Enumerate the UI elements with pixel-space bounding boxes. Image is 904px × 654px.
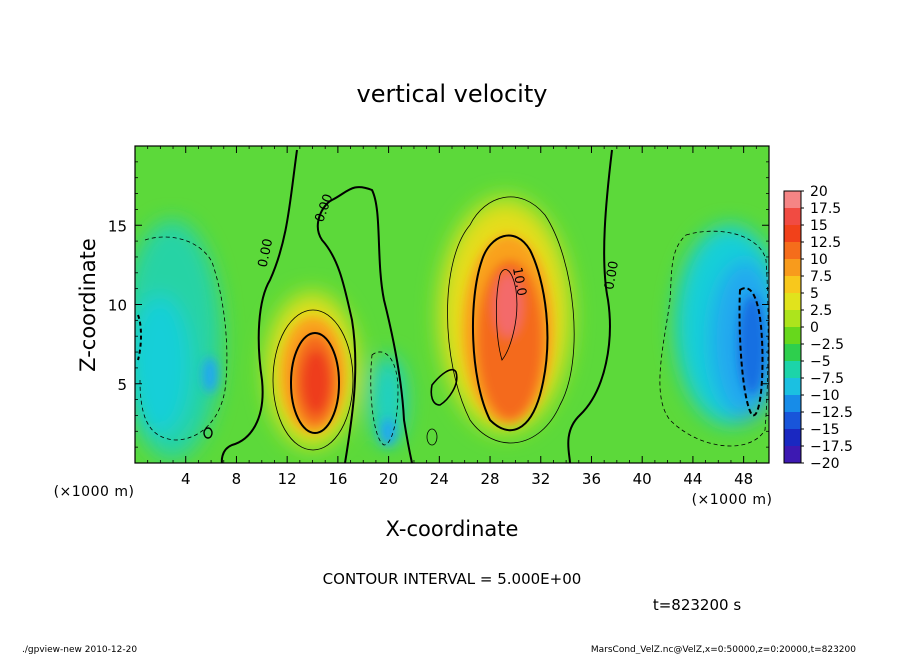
mid-downdraft-region: [370, 355, 406, 445]
x-tick-label: 40: [633, 470, 652, 488]
colorbar-band: [784, 446, 801, 464]
x-tick-label: 24: [430, 470, 449, 488]
colorbar-band: [784, 429, 801, 447]
contour-label: 0.00: [602, 260, 622, 291]
x-tick-label: 20: [379, 470, 398, 488]
small-contour-a: [430, 368, 458, 406]
colorbar-band: [784, 225, 801, 243]
neg-contour-left: [139, 236, 228, 441]
zero-contour-2: [316, 186, 413, 463]
edge-contour-left: [137, 314, 142, 361]
contour-lines: [137, 149, 769, 463]
contour-5-left: [272, 309, 354, 451]
colorbar-label: −5: [810, 354, 831, 370]
colorbar-band: [784, 327, 801, 345]
colorbar-label: −20: [810, 456, 840, 472]
footer-left: ./gpview-new 2010-12-20: [22, 645, 137, 654]
colorbar-label: −10: [810, 388, 840, 404]
left-downdraft-core: [135, 295, 190, 435]
colorbar-label: 7.5: [810, 269, 832, 285]
contour-15-right: [495, 269, 518, 361]
x-tick-labels: 4 8 12 16 20 24 28 32 36 40 44 48: [181, 470, 753, 488]
x-tick-label: 36: [582, 470, 601, 488]
y-tick-labels: 5 10 15: [108, 217, 127, 394]
x-tick-label: 4: [181, 470, 191, 488]
colorbar-label: 2.5: [810, 303, 832, 319]
left-updraft-peak: [302, 350, 330, 414]
contour-interval: CONTOUR INTERVAL = 5.000E+00: [323, 570, 582, 588]
x-tick-label: 8: [232, 470, 242, 488]
colorbar-band: [784, 310, 801, 328]
x-axis-label: X-coordinate: [386, 517, 519, 541]
right-updraft-core: [477, 260, 543, 420]
x-tick-label: 32: [531, 470, 550, 488]
colorbar-label: 17.5: [810, 201, 841, 217]
mid-downdraft-peak: [380, 418, 396, 446]
right-downdraft-peak: [738, 295, 766, 395]
colorbar-band: [784, 344, 801, 362]
neg-contour-right-strong: [738, 287, 764, 417]
left-downdraft-peak: [202, 357, 218, 393]
contour-5-right: [447, 196, 575, 444]
colorbar-label: −17.5: [810, 439, 853, 455]
core-regions: [202, 235, 766, 446]
contour-10-left: [290, 332, 340, 434]
colorbar-band: [784, 378, 801, 396]
x-unit-left: (×1000 m): [54, 484, 135, 500]
right-updraft-peak: [494, 273, 522, 337]
colorbar-label: 0: [810, 320, 819, 336]
x-unit-right: (×1000 m): [692, 492, 773, 508]
footer-right: MarsCond_VelZ.nc@VelZ,x=0:50000,z=0:2000…: [591, 645, 856, 654]
colorbar-label: −7.5: [810, 371, 844, 387]
small-contour-b: [426, 428, 438, 446]
colorbar-label: 20: [810, 184, 828, 200]
colorbar-label: 10: [810, 252, 828, 268]
x-tick-label: 44: [683, 470, 702, 488]
axis-ticks: [135, 146, 769, 463]
colorbar: [783, 190, 802, 464]
zero-contour-3: [567, 149, 613, 463]
y-axis-label: Z-coordinate: [76, 238, 100, 372]
contour-10-right: [472, 234, 549, 432]
colorbar-band: [784, 191, 801, 209]
small-contour-c: [203, 427, 213, 439]
y-tick-label: 10: [108, 297, 127, 315]
zero-contour-1: [220, 149, 298, 463]
time-label: t=823200 s: [653, 596, 741, 614]
colorbar-label: 12.5: [810, 235, 841, 251]
x-tick-label: 48: [734, 470, 753, 488]
colorbar-band: [784, 242, 801, 260]
colorbar-band: [784, 412, 801, 430]
chart-title: vertical velocity: [357, 80, 548, 108]
colorbar-label: 5: [810, 286, 819, 302]
colorbar-label: −2.5: [810, 337, 844, 353]
colorbar-label: −12.5: [810, 405, 853, 421]
x-tick-label: 12: [278, 470, 297, 488]
contour-label: 10.0: [509, 266, 529, 297]
colorbar-label: 15: [810, 218, 828, 234]
colorbar-band: [784, 276, 801, 294]
colorbar-band: [784, 259, 801, 277]
x-tick-label: 28: [480, 470, 499, 488]
colorbar-label: −15: [810, 422, 840, 438]
y-tick-label: 15: [108, 217, 127, 235]
x-tick-label: 16: [328, 470, 347, 488]
y-tick-label: 5: [117, 376, 127, 394]
contour-label: 0.00: [256, 237, 277, 268]
colorbar-labels: 2017.51512.5107.552.50−2.5−5−7.5−10−12.5…: [801, 184, 853, 472]
colorbar-band: [784, 208, 801, 226]
colorbar-band: [784, 293, 801, 311]
neg-contour-right: [659, 230, 769, 447]
colorbar-band: [784, 395, 801, 413]
colorbar-band: [784, 361, 801, 379]
